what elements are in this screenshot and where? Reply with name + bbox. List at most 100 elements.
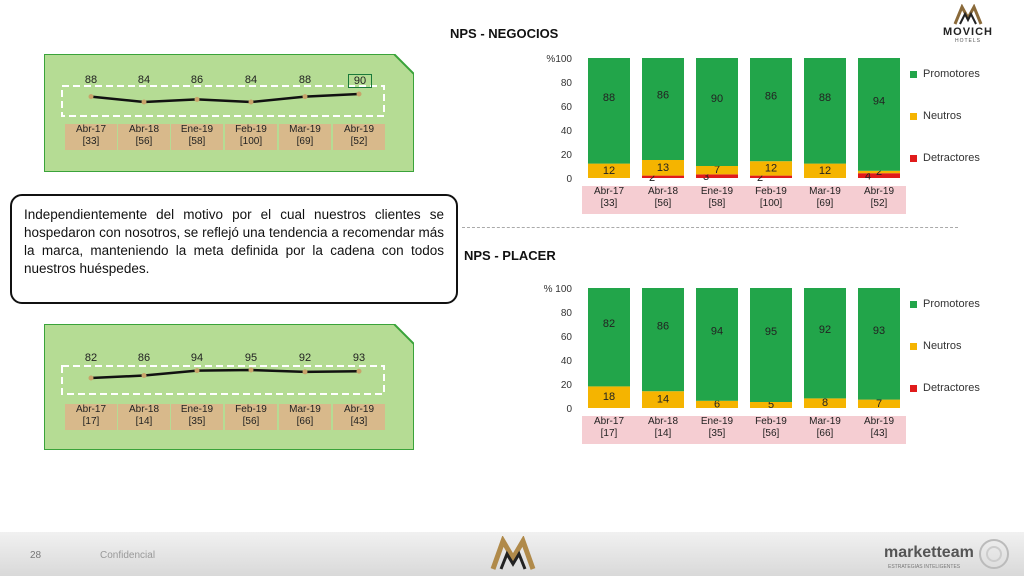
mini-category-text: Abr-19 xyxy=(343,404,374,415)
mini-value: 88 xyxy=(84,74,98,86)
category-text: [66] xyxy=(816,428,834,439)
bar-neutros xyxy=(642,391,684,408)
data-label-detractores: 2 xyxy=(757,172,763,184)
mini-category-text: [58] xyxy=(188,136,206,147)
legend-item: Detractores xyxy=(910,152,980,164)
data-label-neutros: 7 xyxy=(876,398,882,410)
y-tick-label: 60 xyxy=(560,102,572,113)
category-text: Mar-19 xyxy=(809,186,841,197)
mini-category-text: Abr-18 xyxy=(128,124,159,135)
movich-monogram-icon xyxy=(953,4,983,25)
category-text: Abr-17 xyxy=(593,416,624,427)
category-text: [100] xyxy=(759,198,783,209)
mini-value: 84 xyxy=(137,74,151,86)
data-label-promotores: 86 xyxy=(657,89,669,101)
mini-category-text: [14] xyxy=(135,416,153,427)
category-text: Feb-19 xyxy=(755,416,787,427)
bar-neutros xyxy=(588,386,630,408)
mini-category-label: Abr-17 [33] xyxy=(65,124,117,150)
mini-category-label: Ene-19 [35] xyxy=(171,404,223,430)
y-tick-label: 40 xyxy=(560,126,572,137)
bar-promotores xyxy=(750,288,792,402)
mini-category-text: Feb-19 xyxy=(235,124,267,135)
category-text: [58] xyxy=(708,198,726,209)
category-label: Mar-19 [69] xyxy=(798,186,852,214)
mini-category-text: Abr-18 xyxy=(128,404,159,415)
y-tick-label: 40 xyxy=(560,356,572,367)
bar-promotores xyxy=(750,58,792,162)
category-label: Mar-19 [66] xyxy=(798,416,852,444)
ornament-icon xyxy=(979,539,1009,569)
mini-trend-point xyxy=(194,96,200,102)
category-text: [43] xyxy=(870,428,888,439)
category-text: [56] xyxy=(762,428,780,439)
brand-sub: HOTELS xyxy=(954,38,981,44)
mini-category-label: Abr-17 [17] xyxy=(65,404,117,430)
category-text: Abr-19 xyxy=(863,186,894,197)
data-label-promotores: 94 xyxy=(873,95,885,107)
data-label-neutros: 12 xyxy=(819,165,831,177)
bar-promotores xyxy=(858,288,900,400)
data-label-promotores: 88 xyxy=(819,92,831,104)
data-label-neutros: 12 xyxy=(603,165,615,177)
mini-category-label: Mar-19 [69] xyxy=(279,124,331,150)
mini-trend-point xyxy=(248,367,254,373)
bar-neutros xyxy=(750,161,792,176)
y-tick-label: 20 xyxy=(560,150,572,161)
category-text: Ene-19 xyxy=(700,186,734,197)
data-label-promotores: 90 xyxy=(711,93,723,105)
data-label-promotores: 82 xyxy=(603,318,615,330)
legend-label: Promotores xyxy=(923,298,980,310)
mini-category-text: [52] xyxy=(350,136,368,147)
data-label-neutros: 18 xyxy=(603,391,615,403)
mini-category-label: Abr-19 [43] xyxy=(333,404,385,430)
mini-category-text: Mar-19 xyxy=(289,404,321,415)
y-tick-label: 80 xyxy=(560,78,572,89)
mini-category-text: Abr-19 xyxy=(343,124,374,135)
bar-promotores xyxy=(588,288,630,387)
data-label-detractores: 3 xyxy=(703,171,709,183)
bar-promotores xyxy=(642,288,684,392)
bar-neutros xyxy=(588,163,630,178)
category-label: Abr-17 [17] xyxy=(582,416,636,444)
legend-swatch xyxy=(910,384,917,392)
mini-category-label: Abr-18 [56] xyxy=(118,124,170,150)
y-tick-label: 20 xyxy=(560,380,572,391)
legend-item: Promotores xyxy=(910,68,980,80)
legend-swatch xyxy=(910,342,917,350)
legend-item: Neutros xyxy=(910,110,962,122)
mini-value: 88 xyxy=(298,74,312,86)
bar-promotores xyxy=(804,58,846,164)
chart-title-placer: NPS - PLACER xyxy=(464,248,556,263)
bar-detractores xyxy=(696,174,738,178)
movich-logo: MOVICH HOTELS xyxy=(940,4,996,46)
confidential-label: Confidencial xyxy=(100,550,156,561)
y-tick-label: 60 xyxy=(560,332,572,343)
mini-trend-point xyxy=(141,99,147,105)
mini-category-text: [35] xyxy=(188,416,206,427)
mini-trend-path xyxy=(90,368,360,380)
mini-trend-point xyxy=(302,369,308,375)
footer-monogram-icon xyxy=(490,536,536,570)
legend-item: Detractores xyxy=(910,382,980,394)
mini-category-text: Mar-19 xyxy=(289,124,321,135)
mini-category-text: Abr-17 xyxy=(75,124,106,135)
footer-brand: marketteam xyxy=(884,544,974,561)
data-label-neutros: 14 xyxy=(657,394,669,406)
category-text: Abr-19 xyxy=(863,416,894,427)
category-text: Abr-18 xyxy=(647,416,678,427)
mini-category-label: Abr-18 [14] xyxy=(118,404,170,430)
legend-item: Neutros xyxy=(910,340,962,352)
category-text: Feb-19 xyxy=(755,186,787,197)
mini-category-text: [17] xyxy=(82,416,100,427)
bar-promotores xyxy=(696,288,738,401)
legend-swatch xyxy=(910,154,917,162)
bar-neutros xyxy=(858,399,900,408)
mini-value: 92 xyxy=(298,352,312,364)
legend-label: Detractores xyxy=(923,152,980,164)
category-text: [17] xyxy=(600,428,618,439)
data-label-promotores: 92 xyxy=(819,324,831,336)
mini-value: 86 xyxy=(190,74,204,86)
insight-callout: Independientemente del motivo por el cua… xyxy=(10,194,458,304)
data-label-neutros: 6 xyxy=(714,398,720,410)
